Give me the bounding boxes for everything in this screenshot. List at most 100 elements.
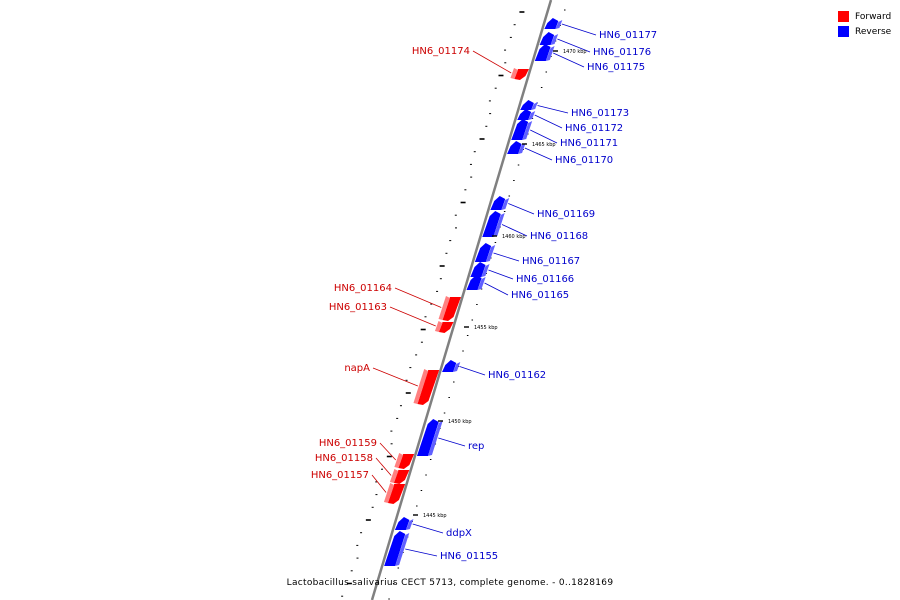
gene-ddpx[interactable]: ddpX [394,517,472,539]
gene-leader-line [508,203,535,215]
gene-hn6_01172[interactable]: HN6_01172 [517,109,623,134]
gene-label: rep [468,441,484,452]
scale-labels: 1470 kbp 1465 kbp 1460 kbp 1455 kbp 1450 kbp… [413,49,587,519]
scale-label: 1455 kbp [474,325,498,331]
gene-leader-line [524,147,553,161]
gene-label: HN6_01176 [593,47,651,58]
gene-hn6_01162[interactable]: HN6_01162 [442,360,546,381]
gene-leader-line [557,38,591,53]
gene-block-side [531,102,538,110]
gene-block [466,275,482,290]
gene-hn6_01159[interactable]: HN6_01159 [319,438,415,469]
gene-label: HN6_01164 [334,283,392,294]
gene-label: HN6_01165 [511,290,569,301]
gene-block [398,454,415,469]
gene-hn6_01167[interactable]: HN6_01167 [474,243,580,267]
gene-block [417,370,440,405]
gene-leader-line [553,52,585,68]
gene-hn6_01173[interactable]: HN6_01173 [520,100,629,119]
gene-block-side [405,519,414,530]
gene-label: HN6_01168 [530,231,588,242]
gene-block-side [395,533,410,566]
gene-block-side [550,34,559,45]
gene-block [507,141,522,154]
gene-block-side [522,121,533,140]
gene-label: HN6_01157 [311,470,369,481]
gene-napa[interactable]: napA [344,363,440,405]
gene-block-side [545,46,555,61]
gene-block-side [518,143,526,154]
scale-label: 1460 kbp [502,234,526,240]
gene-label: HN6_01166 [516,274,574,285]
gene-hn6_01175[interactable]: HN6_01175 [534,44,645,73]
gene-block [544,18,559,29]
gene-block-side [389,469,399,483]
gene-block-side [453,362,461,372]
gene-rep[interactable]: rep [416,419,484,456]
gene-block [442,297,461,321]
gene-hn6_01170[interactable]: HN6_01170 [507,141,613,166]
scale-label: 1465 kbp [532,142,556,148]
gene-leader-line [534,114,563,129]
gene-leader-line [412,523,444,534]
forward-swatch [838,11,849,22]
gene-block [438,322,454,333]
gene-hn6_01155[interactable]: HN6_01155 [384,531,498,566]
gene-hn6_01165[interactable]: HN6_01165 [466,275,569,301]
gene-hn6_01168[interactable]: HN6_01168 [482,211,588,242]
gene-label: ddpX [446,528,472,539]
gene-leader-line [488,269,514,280]
gene-block-side [485,245,496,262]
gene-leader-line [561,23,597,36]
gene-leader-line [493,252,520,262]
gene-block [511,119,529,140]
gene-label: HN6_01171 [560,138,618,149]
gene-hn6_01174[interactable]: HN6_01174 [412,46,530,80]
scale-label: 1470 kbp [563,49,587,55]
gene-block-side [501,198,510,210]
gene-block [482,211,501,237]
gene-leader-line [405,548,438,557]
gene-block-side [413,369,429,404]
gene-leader-line [438,437,466,447]
reverse-swatch [838,26,849,37]
scale-label: 1450 kbp [448,419,472,425]
gene-block [539,32,555,45]
gene-leader-line [375,457,392,476]
gene-block [442,360,457,372]
gene-block-side [481,264,490,277]
gene-leader-line [501,224,528,237]
gene-hn6_01177[interactable]: HN6_01177 [544,18,657,41]
gene-label: HN6_01158 [315,453,373,464]
gene-hn6_01176[interactable]: HN6_01176 [539,32,652,58]
gene-hn6_01163[interactable]: HN6_01163 [329,302,454,333]
gene-block [394,517,410,530]
gene-block [517,109,532,120]
gene-block [474,243,492,262]
gene-block-side [555,20,563,29]
gene-label: HN6_01155 [440,551,498,562]
gene-label: HN6_01177 [599,30,657,41]
gene-leader-line [379,442,397,461]
gene-leader-line [472,50,512,74]
gene-label: HN6_01174 [412,46,470,57]
genome-backbone [370,0,553,600]
gene-leader-line [484,282,509,296]
gene-block [384,531,406,566]
gene-leader-line [372,367,418,387]
gene-hn6_01158[interactable]: HN6_01158 [315,453,410,484]
gene-block-side [493,213,505,237]
gene-hn6_01169[interactable]: HN6_01169 [490,196,595,220]
genome-caption: Lactobacillus salivarius CECT 5713, comp… [286,578,614,588]
gene-hn6_01164[interactable]: HN6_01164 [334,283,461,321]
scale-label: 1445 kbp [423,513,447,519]
gene-label: HN6_01173 [571,108,629,119]
gene-block-side [528,111,536,120]
legend-reverse-label: Reverse [855,26,892,37]
gene-block [534,44,551,61]
gene-hn6_01157[interactable]: HN6_01157 [311,470,406,504]
legend: Forward Reverse [838,9,891,39]
gene-leader-line [389,306,436,327]
gene-hn6_01166[interactable]: HN6_01166 [470,262,574,285]
gene-hn6_01171[interactable]: HN6_01171 [511,119,618,149]
